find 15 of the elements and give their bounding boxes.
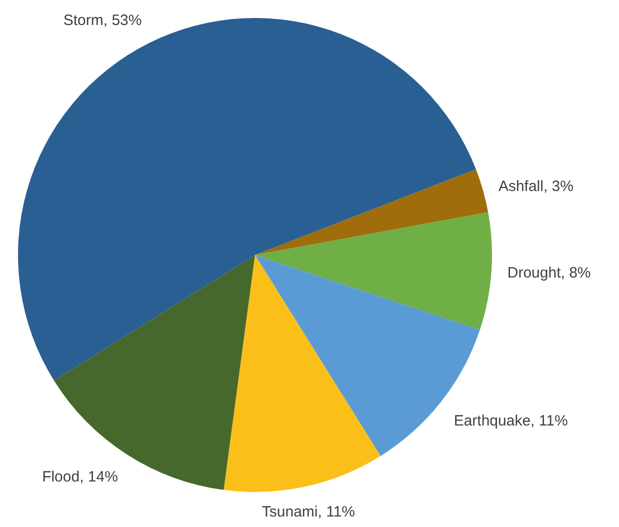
data-label: , 3% (543, 178, 574, 196)
pie-slice (255, 169, 488, 255)
slice-label: Storm (63, 12, 104, 29)
data-label: , 53% (103, 12, 142, 29)
pie-slice (224, 255, 381, 492)
slice-label: Ashfall (498, 178, 544, 196)
slice-label: Flood (42, 468, 80, 486)
slice-label: Drought (507, 264, 562, 282)
data-label: , 11% (318, 503, 356, 520)
slice-label: Tsunami (262, 503, 318, 520)
pie-slice (255, 212, 492, 330)
slice-label: Earthquake (454, 412, 531, 430)
data-label: , 11% (530, 412, 568, 430)
data-label: , 14% (80, 468, 118, 486)
data-label: , 8% (560, 264, 591, 282)
